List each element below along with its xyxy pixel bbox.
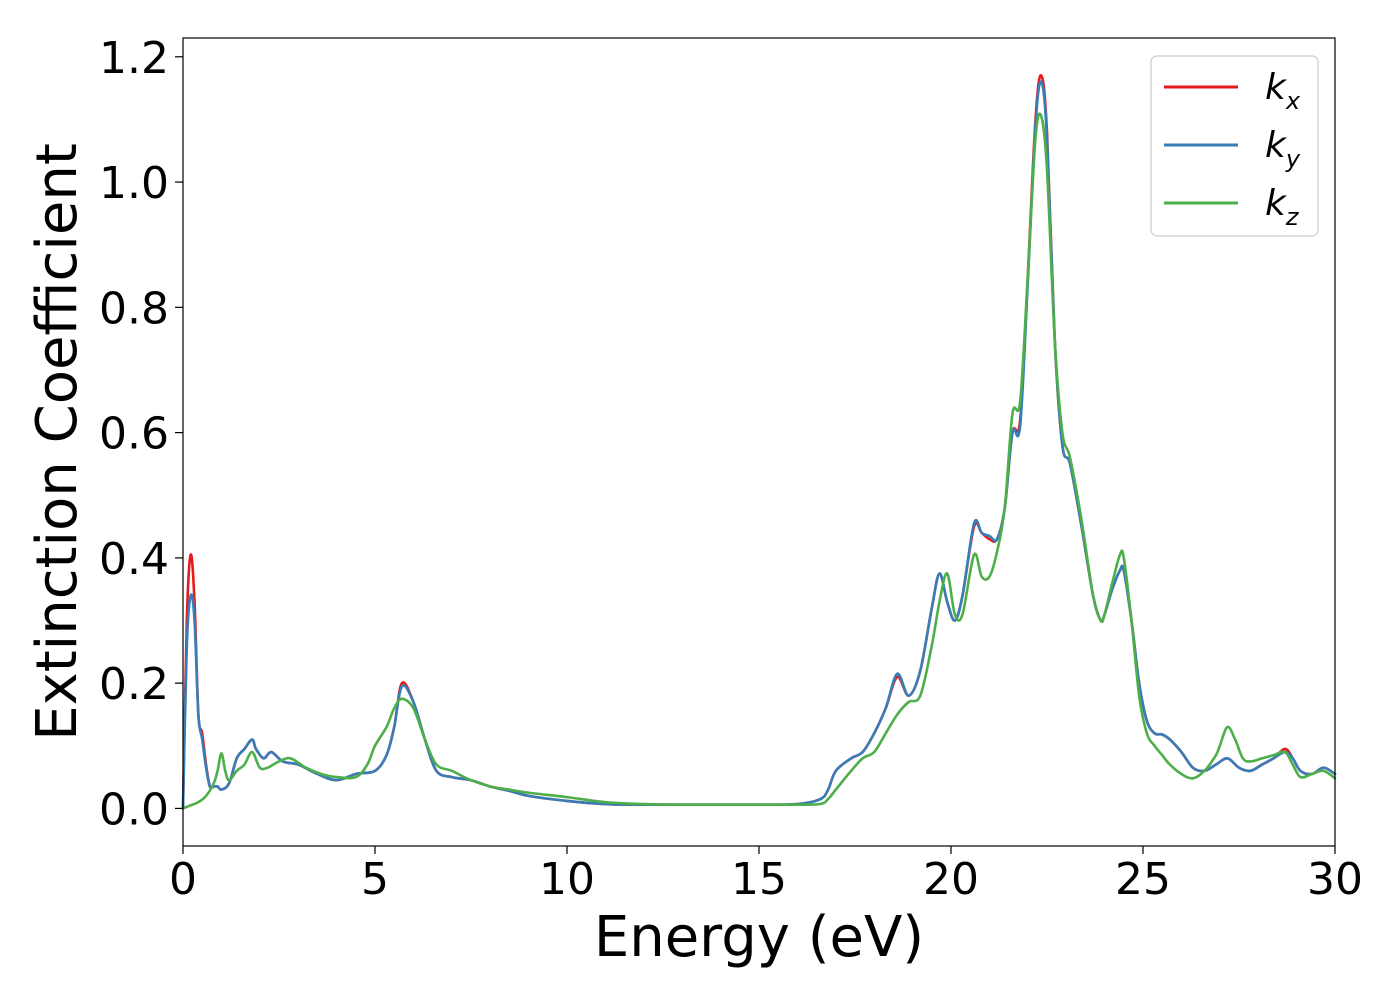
y-tick-label: 1.2	[99, 33, 169, 84]
x-tick-label: 25	[1115, 854, 1171, 905]
legend-label-subscript: z	[1285, 203, 1300, 231]
y-tick-label: 0.0	[99, 784, 169, 835]
y-tick-label: 0.6	[99, 409, 169, 460]
x-tick-label: 5	[361, 854, 389, 905]
y-tick-label: 0.4	[99, 534, 169, 585]
legend-label-base: k	[1265, 67, 1288, 108]
x-tick-label: 10	[539, 854, 595, 905]
legend-label-x: kx	[1265, 67, 1301, 115]
x-tick-label: 30	[1307, 854, 1363, 905]
series-line-z	[181, 112, 1337, 810]
x-tick-label: 15	[731, 854, 787, 905]
legend-label-base: k	[1265, 125, 1288, 166]
legend-label-z: kz	[1265, 183, 1300, 231]
series-layer	[181, 74, 1337, 810]
legend-label-subscript: y	[1285, 145, 1301, 173]
x-tick-label: 20	[923, 854, 979, 905]
y-tick-label: 0.2	[99, 659, 169, 710]
x-tick-label: 0	[169, 854, 197, 905]
series-line-y	[181, 80, 1337, 810]
y-tick-label: 0.8	[99, 283, 169, 334]
legend-label-y: ky	[1265, 125, 1301, 173]
y-axis-title: Extinction Coefficient	[25, 143, 90, 741]
y-tick-label: 1.0	[99, 158, 169, 209]
legend-label-subscript: x	[1285, 87, 1301, 115]
y-axis-ticks: 0.0 0.2 0.4 0.6 0.8 1.0 1.2	[99, 33, 183, 835]
legend-label-base: k	[1265, 183, 1288, 224]
x-axis-title: Energy (eV)	[594, 905, 924, 970]
x-axis-ticks: 0 5 10 15 20 25 30	[169, 846, 1363, 905]
